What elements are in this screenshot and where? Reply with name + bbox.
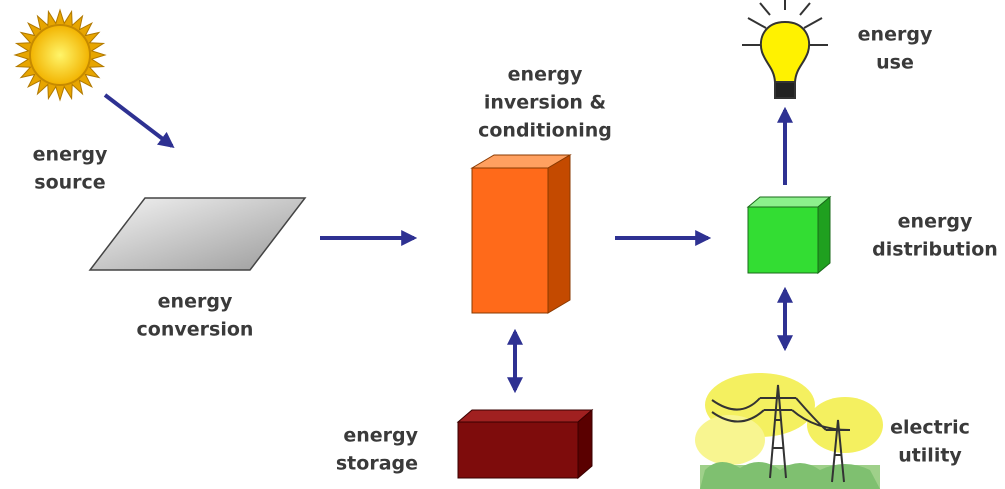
converter-panel — [88, 197, 307, 271]
node-label: energy — [508, 64, 583, 86]
bulb-icon — [742, 0, 828, 99]
sun-icon — [13, 8, 107, 102]
node-label: utility — [898, 445, 962, 467]
node-label: energy — [158, 291, 233, 313]
node-label: distribution — [872, 239, 998, 261]
node-label: use — [876, 52, 914, 74]
node-label: storage — [336, 453, 418, 475]
node-label: energy — [898, 211, 973, 233]
arrow — [103, 93, 175, 148]
node-label: conditioning — [478, 120, 612, 142]
node-label: inversion & — [484, 92, 606, 114]
node-label: energy — [858, 24, 933, 46]
storage-box — [456, 408, 594, 480]
node-label: source — [34, 172, 105, 194]
labels: energy source energy conversion energy invers… — [33, 24, 998, 475]
inverter-box — [470, 154, 572, 314]
node-label: energy — [343, 425, 418, 447]
node-label: conversion — [137, 319, 254, 341]
distribution-cube — [746, 195, 832, 275]
utility-icon — [695, 373, 883, 489]
node-label: electric — [890, 417, 970, 439]
node-label: energy — [33, 144, 108, 166]
